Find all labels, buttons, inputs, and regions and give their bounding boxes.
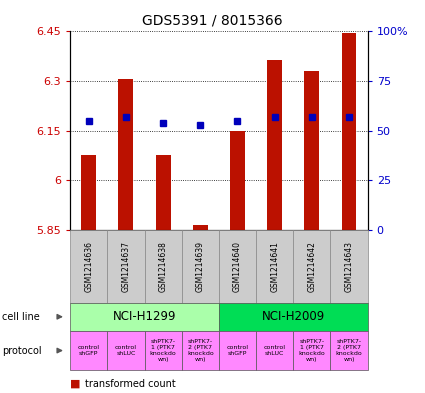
Text: control
shLUC: control shLUC [264,345,286,356]
Text: GDS5391 / 8015366: GDS5391 / 8015366 [142,14,283,28]
Text: protocol: protocol [2,345,42,356]
Bar [342,33,357,230]
Text: control
shGFP: control shGFP [78,345,100,356]
Bar [81,156,96,230]
Text: shPTK7-
1 (PTK7
knockdo
wn): shPTK7- 1 (PTK7 knockdo wn) [150,340,176,362]
Bar [193,225,208,230]
Text: GSM1214639: GSM1214639 [196,241,205,292]
Text: ■: ■ [70,379,81,389]
Bar [267,60,282,230]
Text: shPTK7-
1 (PTK7
knockdo
wn): shPTK7- 1 (PTK7 knockdo wn) [298,340,325,362]
Text: GSM1214638: GSM1214638 [159,241,167,292]
Text: GSM1214641: GSM1214641 [270,241,279,292]
Bar [119,79,133,230]
Text: control
shGFP: control shGFP [227,345,249,356]
Text: GSM1214640: GSM1214640 [233,241,242,292]
Text: NCI-H2009: NCI-H2009 [262,310,325,323]
Text: shPTK7-
2 (PTK7
knockdo
wn): shPTK7- 2 (PTK7 knockdo wn) [187,340,214,362]
Text: shPTK7-
2 (PTK7
knockdo
wn): shPTK7- 2 (PTK7 knockdo wn) [336,340,363,362]
Text: cell line: cell line [2,312,40,322]
Text: GSM1214643: GSM1214643 [345,241,354,292]
Text: GSM1214642: GSM1214642 [307,241,316,292]
Text: control
shLUC: control shLUC [115,345,137,356]
Bar [156,156,170,230]
Text: NCI-H1299: NCI-H1299 [113,310,176,323]
Text: transformed count: transformed count [85,379,176,389]
Text: GSM1214637: GSM1214637 [122,241,130,292]
Bar [230,130,245,230]
Bar [304,71,319,230]
Text: GSM1214636: GSM1214636 [84,241,93,292]
